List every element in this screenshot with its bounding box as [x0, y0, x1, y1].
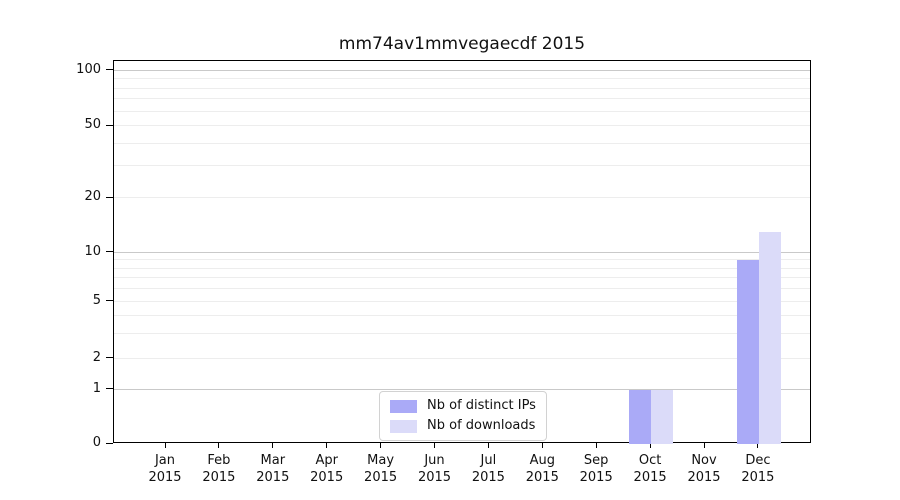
- y-tick-mark: [106, 388, 113, 390]
- legend-entry-downloads: Nb of downloads: [390, 418, 536, 434]
- x-tick-mark: [218, 443, 220, 448]
- gridline-minor: [114, 165, 810, 167]
- bar-downloads-dec: [758, 232, 781, 444]
- gridline-minor: [114, 78, 810, 80]
- x-tick-year: 2015: [202, 470, 236, 485]
- x-tick-label: Mar 2015: [241, 452, 305, 486]
- gridline-minor: [114, 142, 810, 144]
- gridline-minor: [114, 357, 810, 359]
- y-tick-mark: [106, 196, 113, 198]
- y-tick-label: 0: [92, 435, 101, 450]
- gridline-major: [114, 69, 810, 71]
- legend-entry-distinct-ips: Nb of distinct IPs: [390, 398, 536, 414]
- x-tick-mark: [703, 443, 705, 448]
- x-tick-mark: [164, 443, 166, 448]
- bar-downloads-oct: [651, 389, 674, 444]
- x-tick-year: 2015: [148, 470, 182, 485]
- x-tick-year: 2015: [687, 470, 721, 485]
- x-tick-month: Nov: [691, 453, 717, 468]
- chart-title: mm74av1mmvegaecdf 2015: [338, 34, 586, 54]
- y-tick-label: 10: [84, 243, 101, 259]
- legend-label-downloads: Nb of downloads: [427, 418, 536, 433]
- x-tick-mark: [595, 443, 597, 448]
- gridline-minor: [114, 288, 810, 290]
- x-tick-label: Dec 2015: [726, 452, 790, 486]
- x-tick-mark: [757, 443, 759, 448]
- y-tick-mark: [106, 251, 113, 253]
- x-tick-month: Mar: [260, 453, 286, 468]
- y-tick-mark: [106, 357, 113, 359]
- x-tick-label: Oct 2015: [618, 452, 682, 486]
- y-tick-label: 5: [92, 292, 101, 308]
- x-tick-label: Nov 2015: [672, 452, 736, 486]
- y-tick-label: 100: [76, 61, 101, 77]
- x-tick-month: Dec: [745, 453, 771, 468]
- gridline-minor: [114, 197, 810, 199]
- y-tick-label: 1: [92, 380, 101, 396]
- gridline-minor: [114, 87, 810, 89]
- gridline-minor: [114, 110, 810, 112]
- x-tick-month: Oct: [638, 453, 662, 468]
- x-tick-month: May: [367, 453, 395, 468]
- legend-box: Nb of distinct IPs Nb of downloads: [379, 391, 547, 441]
- x-tick-year: 2015: [364, 470, 398, 485]
- x-tick-label: May 2015: [349, 452, 413, 486]
- x-tick-year: 2015: [417, 470, 452, 485]
- gridline-minor: [114, 277, 810, 279]
- gridline-minor: [114, 125, 810, 127]
- x-tick-month: Sep: [583, 453, 609, 468]
- legend-swatch-downloads: [390, 419, 417, 433]
- x-tick-month: Feb: [207, 453, 231, 468]
- x-tick-month: Aug: [529, 453, 555, 468]
- gridline-minor: [114, 98, 810, 100]
- x-tick-label: Sep 2015: [564, 452, 628, 486]
- x-tick-mark: [326, 443, 328, 448]
- x-tick-mark: [487, 443, 489, 448]
- x-tick-mark: [434, 443, 435, 448]
- x-tick-month: Jun: [424, 453, 445, 468]
- y-tick-mark: [106, 442, 113, 444]
- x-tick-mark: [649, 443, 651, 448]
- y-tick-mark: [106, 69, 113, 71]
- x-tick-label: Jan 2015: [133, 452, 197, 486]
- bar-distinct-ips-oct: [629, 389, 652, 444]
- y-tick-label: 20: [84, 189, 101, 205]
- x-tick-mark: [541, 443, 543, 448]
- legend-swatch-distinct-ips: [390, 399, 417, 413]
- x-tick-year: 2015: [471, 470, 505, 485]
- x-tick-label: Feb 2015: [187, 452, 251, 486]
- x-tick-year: 2015: [310, 470, 344, 485]
- gridline-minor: [114, 267, 810, 269]
- plot-area: [113, 60, 811, 444]
- legend-label-distinct-ips: Nb of distinct IPs: [427, 398, 536, 413]
- x-tick-year: 2015: [741, 470, 775, 485]
- x-tick-label: Aug 2015: [510, 452, 574, 486]
- y-tick-label: 50: [84, 117, 101, 133]
- x-tick-month: Apr: [315, 453, 338, 468]
- x-tick-mark: [272, 443, 274, 448]
- y-tick-mark: [106, 124, 113, 126]
- x-tick-mark: [380, 443, 382, 448]
- x-tick-label: Jun 2015: [403, 452, 467, 486]
- x-tick-month: Jan: [154, 453, 176, 468]
- x-tick-year: 2015: [256, 470, 290, 485]
- x-tick-month: Jul: [480, 453, 497, 468]
- x-tick-year: 2015: [525, 470, 559, 485]
- y-tick-label: 2: [92, 349, 101, 365]
- y-tick-mark: [106, 300, 113, 302]
- gridline-minor: [114, 314, 810, 316]
- x-tick-year: 2015: [633, 470, 667, 485]
- gridline-major: [114, 388, 810, 390]
- x-tick-year: 2015: [579, 470, 613, 485]
- x-tick-label: Apr 2015: [295, 452, 359, 486]
- x-tick-label: Jul 2015: [456, 452, 520, 486]
- gridline-minor: [114, 300, 810, 302]
- gridline-minor: [114, 332, 810, 334]
- gridline-minor: [114, 259, 810, 261]
- bar-distinct-ips-dec: [736, 260, 759, 444]
- gridline-major: [114, 251, 810, 253]
